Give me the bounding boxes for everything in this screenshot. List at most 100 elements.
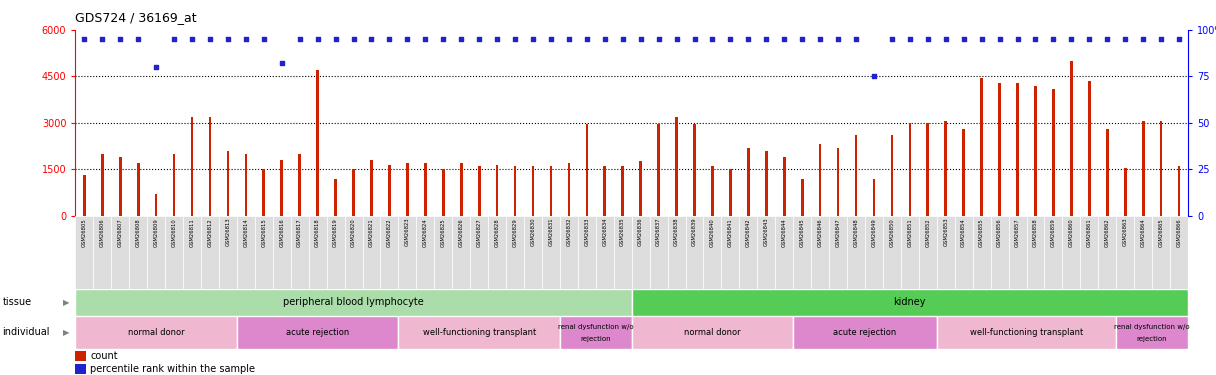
- Text: kidney: kidney: [894, 297, 927, 307]
- Point: [972, 36, 991, 42]
- Bar: [550, 166, 552, 216]
- Point: [685, 36, 704, 42]
- Text: ▶: ▶: [63, 328, 69, 337]
- Text: GSM26828: GSM26828: [495, 218, 500, 247]
- Point: [506, 36, 525, 42]
- Text: GSM26818: GSM26818: [315, 218, 320, 247]
- Text: GSM26827: GSM26827: [477, 218, 482, 247]
- Point: [416, 36, 435, 42]
- Bar: [488, 216, 506, 289]
- Point: [74, 36, 94, 42]
- Bar: [201, 216, 219, 289]
- Bar: [434, 216, 452, 289]
- Point: [1026, 36, 1046, 42]
- Text: GSM26825: GSM26825: [440, 218, 446, 247]
- Point: [918, 36, 938, 42]
- Bar: [632, 216, 649, 289]
- Point: [1133, 36, 1153, 42]
- Text: normal donor: normal donor: [128, 328, 185, 337]
- Bar: [1045, 216, 1063, 289]
- Point: [900, 36, 919, 42]
- Bar: [658, 124, 660, 216]
- Bar: [578, 216, 596, 289]
- Point: [955, 36, 974, 42]
- Bar: [873, 178, 876, 216]
- Bar: [890, 135, 894, 216]
- Text: GSM26830: GSM26830: [530, 218, 535, 246]
- Point: [1152, 36, 1171, 42]
- Point: [434, 36, 454, 42]
- Point: [936, 36, 956, 42]
- Bar: [237, 216, 255, 289]
- Bar: [471, 216, 488, 289]
- Bar: [1026, 216, 1045, 289]
- Point: [111, 36, 130, 42]
- Bar: [381, 216, 399, 289]
- Text: rejection: rejection: [580, 336, 612, 342]
- Bar: [291, 216, 309, 289]
- Text: GSM26816: GSM26816: [280, 218, 285, 247]
- Text: GSM26858: GSM26858: [1034, 218, 1038, 247]
- Bar: [416, 216, 434, 289]
- Bar: [154, 194, 158, 216]
- Text: GSM26831: GSM26831: [548, 218, 553, 246]
- Bar: [568, 163, 570, 216]
- Text: GSM26845: GSM26845: [800, 218, 805, 247]
- Point: [1098, 36, 1118, 42]
- Point: [164, 36, 184, 42]
- Text: GSM26846: GSM26846: [817, 218, 823, 247]
- Text: GSM26811: GSM26811: [190, 218, 195, 247]
- Bar: [765, 151, 767, 216]
- Text: GSM26843: GSM26843: [764, 218, 769, 246]
- Point: [1043, 36, 1063, 42]
- Text: GSM26821: GSM26821: [368, 218, 375, 247]
- Bar: [1160, 121, 1162, 216]
- Point: [613, 36, 632, 42]
- Point: [451, 36, 471, 42]
- Point: [1062, 36, 1081, 42]
- Text: GSM26835: GSM26835: [620, 218, 625, 246]
- Bar: [962, 129, 966, 216]
- Bar: [147, 216, 165, 289]
- Bar: [209, 117, 212, 216]
- Bar: [1135, 216, 1152, 289]
- Point: [146, 64, 165, 70]
- Text: GSM26826: GSM26826: [458, 218, 463, 247]
- Bar: [693, 124, 696, 216]
- Bar: [506, 216, 524, 289]
- Point: [326, 36, 345, 42]
- Text: GSM26807: GSM26807: [118, 218, 123, 247]
- Point: [578, 36, 597, 42]
- Text: GSM26865: GSM26865: [1159, 218, 1164, 247]
- Point: [756, 36, 776, 42]
- Text: GSM26855: GSM26855: [979, 218, 984, 247]
- Bar: [244, 154, 247, 216]
- Bar: [272, 216, 291, 289]
- Bar: [344, 216, 362, 289]
- Text: count: count: [90, 351, 118, 361]
- Bar: [758, 216, 776, 289]
- Bar: [406, 163, 409, 216]
- Bar: [1070, 61, 1073, 216]
- Bar: [1088, 81, 1091, 216]
- Point: [488, 36, 507, 42]
- Bar: [632, 289, 1188, 316]
- Text: GSM26849: GSM26849: [872, 218, 877, 247]
- Bar: [585, 124, 589, 216]
- Bar: [991, 216, 1008, 289]
- Bar: [945, 121, 947, 216]
- Text: GSM26853: GSM26853: [944, 218, 948, 246]
- Bar: [1124, 168, 1126, 216]
- Text: normal donor: normal donor: [685, 328, 741, 337]
- Bar: [739, 216, 758, 289]
- Bar: [424, 163, 427, 216]
- Point: [1008, 36, 1028, 42]
- Text: GSM26824: GSM26824: [423, 218, 428, 247]
- Text: well-functioning transplant: well-functioning transplant: [970, 328, 1083, 337]
- Bar: [793, 316, 936, 349]
- Bar: [632, 316, 793, 349]
- Text: GSM26859: GSM26859: [1051, 218, 1055, 247]
- Bar: [686, 216, 704, 289]
- Point: [1115, 36, 1135, 42]
- Point: [1170, 36, 1189, 42]
